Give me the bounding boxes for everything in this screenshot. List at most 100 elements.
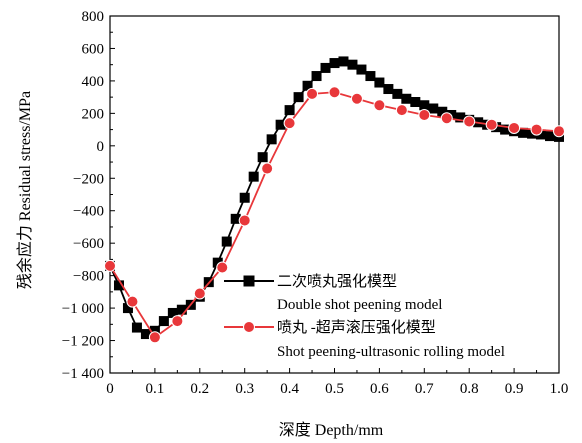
data-point-square (275, 119, 286, 130)
data-point-square (356, 64, 367, 75)
data-point-square (113, 280, 124, 291)
data-point-square (365, 71, 376, 82)
data-point-square (545, 131, 556, 142)
data-point-circle (126, 295, 139, 308)
data-point-square (437, 106, 448, 117)
data-point-square (176, 304, 187, 315)
data-point-square (149, 325, 160, 336)
data-point-square (230, 213, 241, 224)
y-tick-label: −200 (73, 171, 104, 187)
data-point-square (239, 192, 250, 203)
data-point-square (392, 88, 403, 99)
data-point-circle (530, 123, 543, 136)
x-tick-label: 0.2 (190, 381, 209, 397)
data-point-circle (463, 115, 476, 128)
data-point-square (374, 77, 385, 88)
data-point-square (419, 100, 430, 111)
legend: 二次喷丸强化模型 Double shot peening model 喷丸 -超… (224, 273, 505, 360)
y-axis-title: 残余应力 Residual stress/MPa (15, 91, 34, 289)
data-point-square (302, 80, 313, 91)
data-point-circle (261, 162, 274, 175)
legend-label-shot-ultrasonic-en: Shot peening-ultrasonic rolling model (277, 344, 505, 360)
x-tick-label: 0.7 (415, 381, 434, 397)
data-point-circle (553, 125, 565, 138)
data-point-circle (104, 259, 116, 272)
data-point-circle (508, 121, 521, 134)
legend-item-shot-ultrasonic: 喷丸 -超声滚压强化模型 Shot peening-ultrasonic rol… (224, 318, 505, 360)
x-tick-label: 0.1 (146, 381, 165, 397)
legend-square-marker (243, 275, 255, 287)
x-tick-label: 0.6 (370, 381, 389, 397)
data-point-square (320, 62, 331, 73)
series-layer (104, 56, 565, 344)
y-tick-label: −800 (73, 269, 104, 285)
y-tick-label: 400 (82, 74, 105, 90)
y-tick-label: −1 000 (62, 301, 104, 317)
y-tick-label: 0 (97, 139, 105, 155)
y-tick-label: 800 (82, 9, 105, 25)
data-point-circle (171, 315, 184, 328)
data-point-square (338, 56, 349, 67)
legend-label-double-shot-en: Double shot peening model (277, 297, 442, 313)
data-point-square (257, 152, 268, 163)
data-point-square (248, 171, 259, 182)
data-point-square (455, 112, 466, 123)
data-point-square (347, 59, 358, 70)
data-point-circle (148, 331, 161, 344)
data-point-square (140, 329, 151, 340)
data-point-circle (440, 112, 453, 125)
x-tick-label: 0.8 (460, 381, 479, 397)
data-point-circle (350, 92, 363, 105)
legend-label-shot-ultrasonic-cn: 喷丸 -超声滚压强化模型 (277, 318, 436, 336)
x-axis-ticks: 0 0.1 0.2 0.3 0.4 0.5 0.6 0.7 0.8 0.9 1.0 (106, 368, 568, 397)
data-point-circle (238, 214, 251, 227)
data-point-circle (418, 108, 431, 121)
data-point-square (401, 93, 412, 104)
x-axis-title: 深度 Depth/mm (279, 421, 384, 439)
x-tick-label: 0.5 (325, 381, 344, 397)
data-point-square (284, 105, 295, 116)
data-point-square (383, 84, 394, 95)
data-point-square (410, 97, 421, 108)
data-point-square (221, 236, 232, 247)
data-point-square (329, 58, 340, 69)
data-point-square (536, 129, 547, 140)
y-tick-label: −1 400 (62, 366, 104, 382)
data-point-square (293, 92, 304, 103)
data-point-square (131, 322, 142, 333)
data-point-circle (328, 86, 341, 99)
y-tick-label: −600 (73, 236, 104, 252)
data-point-square (428, 103, 439, 114)
x-tick-label: 0.4 (280, 381, 299, 397)
x-tick-label: 1.0 (550, 381, 569, 397)
data-point-circle (373, 99, 386, 112)
data-point-square (518, 127, 529, 138)
data-point-circle (306, 87, 319, 100)
y-tick-label: 600 (82, 41, 105, 57)
data-point-square (500, 124, 511, 135)
data-point-circle (395, 104, 408, 117)
x-tick-label: 0.3 (235, 381, 254, 397)
x-tick-label: 0 (106, 381, 114, 397)
y-axis-ticks: 800 600 400 200 0 −200 −400 −600 −800 −1 000 −1 20… (62, 9, 115, 382)
data-point-circle (485, 118, 498, 131)
y-tick-label: −1 200 (62, 334, 104, 350)
data-point-circle (283, 117, 296, 130)
data-point-square (527, 128, 538, 139)
data-point-square (167, 307, 178, 318)
data-point-square (311, 71, 322, 82)
x-tick-label: 0.9 (505, 381, 524, 397)
series-shot-peening-ultrasonic-rolling (104, 86, 565, 344)
data-point-square (212, 257, 223, 268)
data-point-square (122, 303, 133, 314)
legend-item-double-shot: 二次喷丸强化模型 Double shot peening model (224, 273, 442, 313)
data-point-circle (216, 261, 229, 274)
y-tick-label: −400 (73, 204, 104, 220)
data-point-square (266, 134, 277, 145)
data-point-circle (193, 287, 206, 300)
y-tick-label: 200 (82, 106, 105, 122)
legend-label-double-shot-cn: 二次喷丸强化模型 (277, 273, 397, 290)
data-point-square (158, 316, 169, 327)
legend-circle-marker (243, 321, 255, 333)
